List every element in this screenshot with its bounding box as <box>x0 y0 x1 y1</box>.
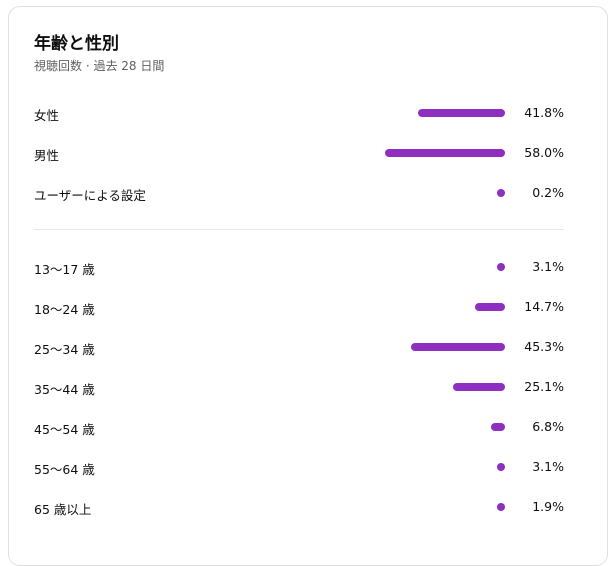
card-subtitle: 視聴回数 · 過去 28 日間 <box>34 59 165 73</box>
age-value: 25.1% <box>524 379 564 394</box>
gender-bar <box>497 189 505 197</box>
gender-value: 0.2% <box>532 185 564 200</box>
age-value: 3.1% <box>532 459 564 474</box>
age-value: 6.8% <box>532 419 564 434</box>
age-label: 13〜17 歳 <box>34 262 95 277</box>
age-value: 14.7% <box>524 299 564 314</box>
gender-value: 58.0% <box>524 145 564 160</box>
gender-label: 女性 <box>34 108 60 123</box>
gender-label: 男性 <box>34 148 60 163</box>
age-label: 18〜24 歳 <box>34 302 95 317</box>
age-row: 25〜34 歳 45.3% <box>9 336 609 358</box>
age-bar <box>497 263 505 271</box>
gender-bar <box>418 109 505 117</box>
age-label: 45〜54 歳 <box>34 422 95 437</box>
age-value: 45.3% <box>524 339 564 354</box>
gender-label: ユーザーによる設定 <box>34 188 146 203</box>
age-row: 18〜24 歳 14.7% <box>9 296 609 318</box>
age-row: 45〜54 歳 6.8% <box>9 416 609 438</box>
gender-value: 41.8% <box>524 105 564 120</box>
age-label: 55〜64 歳 <box>34 462 95 477</box>
age-row: 13〜17 歳 3.1% <box>9 256 609 278</box>
gender-row-user-specified: ユーザーによる設定 0.2% <box>9 182 609 204</box>
age-label: 25〜34 歳 <box>34 342 95 357</box>
age-row: 35〜44 歳 25.1% <box>9 376 609 398</box>
age-row: 65 歳以上 1.9% <box>9 496 609 518</box>
age-bar <box>475 303 505 311</box>
gender-row-female: 女性 41.8% <box>9 102 609 124</box>
section-divider <box>34 229 564 230</box>
age-bar <box>491 423 505 431</box>
age-label: 65 歳以上 <box>34 502 92 517</box>
age-value: 1.9% <box>532 499 564 514</box>
age-label: 35〜44 歳 <box>34 382 95 397</box>
age-bar <box>497 503 505 511</box>
card-title: 年齢と性別 <box>34 34 119 54</box>
gender-row-male: 男性 58.0% <box>9 142 609 164</box>
age-row: 55〜64 歳 3.1% <box>9 456 609 478</box>
age-bar <box>453 383 505 391</box>
gender-bar <box>385 149 505 157</box>
age-gender-card: 年齢と性別 視聴回数 · 過去 28 日間 女性 41.8% 男性 58.0% … <box>8 6 608 566</box>
age-bar <box>497 463 505 471</box>
age-bar <box>411 343 505 351</box>
age-value: 3.1% <box>532 259 564 274</box>
